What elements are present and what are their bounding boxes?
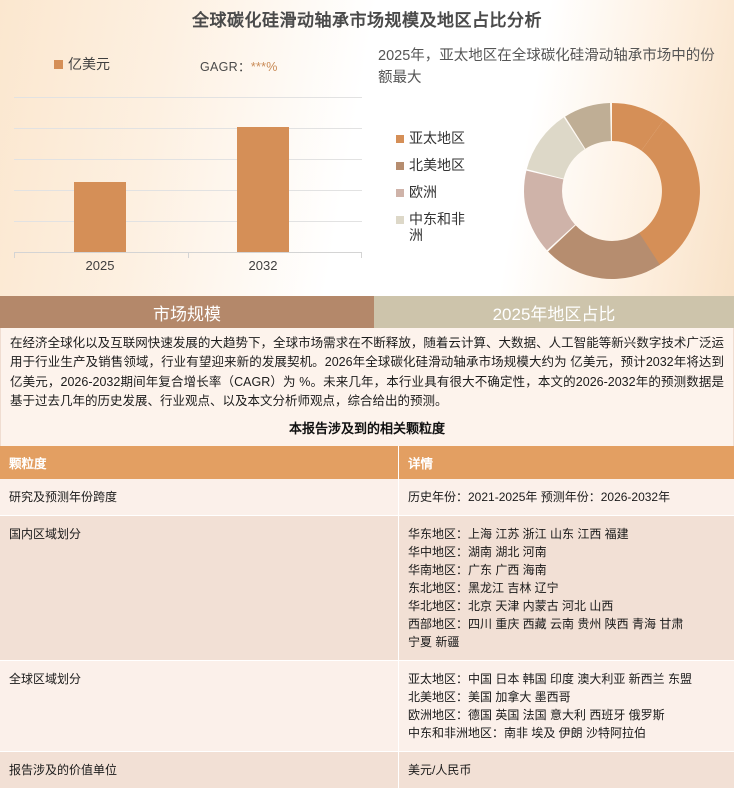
bar-2025 — [74, 182, 126, 252]
column-header-grain: 颗粒度 — [0, 445, 399, 479]
legend-label: 欧洲 — [409, 184, 437, 201]
region-share-donut-chart: 2025年，亚太地区在全球碳化硅滑动轴承市场中的份额最大 亚太地区 北美地区 欧… — [372, 40, 734, 292]
granularity-table: 颗粒度 详情 研究及预测年份跨度 历史年份：2021-2025年 预测年份：20… — [0, 445, 734, 789]
slice-middle-east-africa — [526, 117, 585, 179]
report-body: 在经济全球化以及互联网快速发展的大趋势下，全球市场需求在不断释放，随着云计算、大… — [0, 328, 734, 446]
table-row: 研究及预测年份跨度 历史年份：2021-2025年 预测年份：2026-2032… — [0, 478, 734, 516]
detail-line: 北美地区：美国 加拿大 墨西哥 — [408, 689, 571, 704]
legend-item-north-america: 北美地区 — [396, 157, 506, 173]
legend-swatch-icon — [396, 135, 404, 143]
axis-tick — [361, 252, 362, 258]
gagr-label: GAGR： — [200, 60, 251, 74]
axis-tick — [14, 252, 15, 258]
granularity-sub-heading: 本报告涉及到的相关颗粒度 — [288, 420, 445, 436]
legend-swatch-icon — [396, 162, 404, 171]
legend-item-europe: 欧洲 — [396, 184, 506, 200]
axis-tick — [188, 252, 189, 258]
cell-grain: 报告涉及的价值单位 — [0, 751, 399, 789]
donut-headline: 2025年，亚太地区在全球碳化硅滑动轴承市场中的份额最大 — [378, 48, 715, 86]
detail-line: 东北地区：黑龙江 吉林 辽宁 — [408, 580, 559, 595]
legend-label: 中东和非洲 — [409, 211, 465, 244]
detail-line: 中东和非洲地区：南非 埃及 伊朗 沙特阿拉伯 — [408, 725, 647, 740]
legend-swatch-icon — [54, 59, 63, 69]
detail-line: 历史年份：2021-2025年 预测年份：2026-2032年 — [408, 489, 671, 504]
infographic-header-panel: 全球碳化硅滑动轴承市场规模及地区占比分析 亿美元 GAGR：***% 2025 … — [0, 0, 734, 296]
detail-line: 亚太地区：中国 日本 韩国 印度 澳大利亚 新西兰 东盟 — [408, 671, 693, 686]
section-bars: 市场规模 2025年地区占比 — [0, 296, 734, 328]
donut-svg — [524, 103, 700, 279]
cell-grain: 研究及预测年份跨度 — [0, 478, 399, 516]
gridline — [14, 128, 362, 129]
table-row: 全球区域划分 亚太地区：中国 日本 韩国 印度 澳大利亚 新西兰 东盟 北美地区… — [0, 660, 734, 752]
table-body: 研究及预测年份跨度 历史年份：2021-2025年 预测年份：2026-2032… — [0, 478, 734, 789]
table-row: 国内区域划分 华东地区：上海 江苏 浙江 山东 江西 福建 华中地区：湖南 湖北… — [0, 515, 734, 661]
x-label-2025: 2025 — [85, 258, 115, 273]
detail-line: 西部地区：四川 重庆 西藏 云南 贵州 陕西 青海 甘肃 — [408, 616, 684, 631]
column-header-detail: 详情 — [398, 445, 734, 479]
section-bar-market-size: 市场规模 — [0, 296, 374, 328]
body-paragraph: 在经济全球化以及互联网快速发展的大趋势下，全球市场需求在不断释放，随着云计算、大… — [10, 336, 724, 409]
gridline — [14, 190, 362, 191]
cell-detail: 亚太地区：中国 日本 韩国 印度 澳大利亚 新西兰 东盟 北美地区：美国 加拿大… — [398, 660, 734, 752]
gagr-annotation: GAGR：***% — [200, 56, 278, 75]
detail-line: 华南地区：广东 广西 海南 — [408, 562, 547, 577]
table-row: 报告涉及的价值单位 美元/人民币 — [0, 751, 734, 789]
detail-line: 宁夏 新疆 — [408, 634, 460, 649]
gridline — [14, 221, 362, 222]
cell-detail: 美元/人民币 — [398, 751, 734, 789]
legend-swatch-icon — [396, 216, 404, 225]
gridline — [14, 97, 362, 98]
detail-line: 欧洲地区：德国 英国 法国 意大利 西班牙 俄罗斯 — [408, 707, 665, 722]
gridline — [14, 159, 362, 160]
bar-legend-label: 亿美元 — [68, 56, 110, 72]
legend-label: 亚太地区 — [409, 130, 465, 146]
bar-chart-legend: 亿美元 — [54, 54, 110, 74]
donut-legend: 亚太地区 北美地区 欧洲 中东和非洲 — [396, 130, 506, 254]
table-header-row: 颗粒度 详情 — [0, 445, 734, 479]
section-bar-region-share: 2025年地区占比 — [374, 296, 734, 328]
legend-item-mea: 中东和非洲 — [396, 211, 506, 243]
detail-line: 华中地区：湖南 湖北 河南 — [408, 544, 547, 559]
detail-line: 华北地区：北京 天津 内蒙古 河北 山西 — [408, 598, 614, 613]
legend-item-asia-pacific: 亚太地区 — [396, 130, 506, 146]
legend-swatch-icon — [396, 189, 404, 198]
detail-line: 美元/人民币 — [408, 762, 472, 777]
detail-line: 华东地区：上海 江苏 浙江 山东 江西 福建 — [408, 526, 629, 541]
slice-asia-pacific — [612, 103, 664, 151]
market-size-bar-chart: 亿美元 GAGR：***% 2025 2032 — [0, 40, 368, 290]
cell-grain: 全球区域划分 — [0, 660, 399, 752]
slice-europe — [524, 170, 575, 251]
cell-detail: 历史年份：2021-2025年 预测年份：2026-2032年 — [398, 478, 734, 516]
slice-asia-pacific-b — [638, 119, 700, 266]
bar-x-axis-labels: 2025 2032 — [14, 258, 362, 278]
slice-north-america — [548, 225, 660, 279]
legend-label: 北美地区 — [409, 157, 465, 174]
slice-other — [565, 103, 611, 149]
page-title: 全球碳化硅滑动轴承市场规模及地区占比分析 — [192, 11, 542, 30]
cell-detail: 华东地区：上海 江苏 浙江 山东 江西 福建 华中地区：湖南 湖北 河南 华南地… — [398, 515, 734, 661]
cell-grain: 国内区域划分 — [0, 515, 399, 661]
bar-plot-area — [14, 97, 362, 258]
gagr-value: ***% — [250, 60, 278, 74]
bar-2032 — [237, 127, 289, 252]
x-label-2032: 2032 — [248, 258, 278, 273]
